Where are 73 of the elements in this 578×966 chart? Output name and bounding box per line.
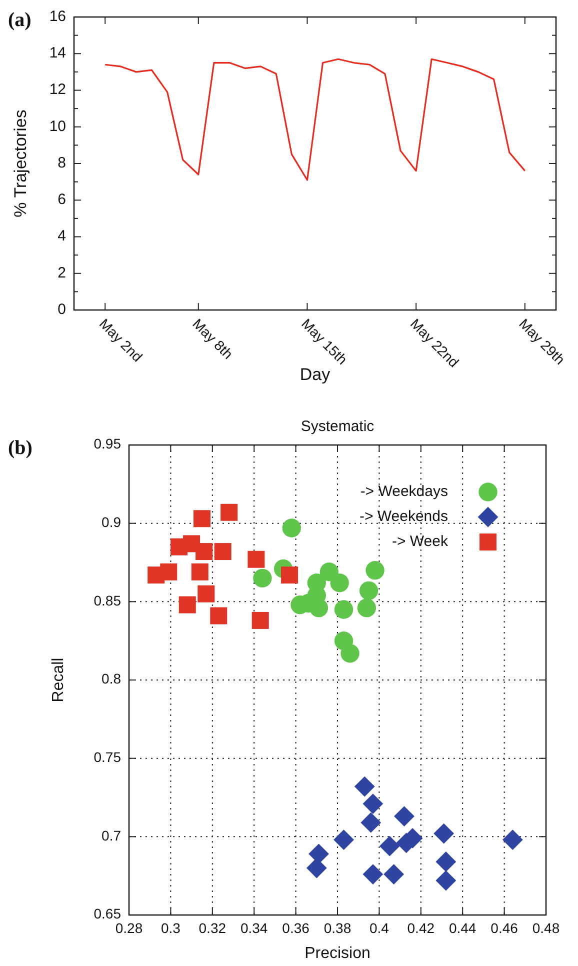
y-tick-label: 8 (58, 154, 66, 172)
legend-label: -> Weekdays (360, 482, 448, 500)
point (193, 510, 210, 528)
x-tick-label: 0.36 (282, 920, 310, 936)
text: (a) (8, 9, 32, 31)
point (178, 596, 196, 614)
y-tick-label: 0.8 (102, 670, 122, 687)
y-tick-label: 12 (49, 81, 66, 98)
point (282, 518, 301, 538)
point (354, 776, 375, 797)
x-tick-label: 0.38 (324, 920, 352, 936)
point (357, 598, 376, 618)
point (359, 581, 378, 600)
point (248, 550, 265, 568)
y-axis-title: Recall (50, 658, 67, 702)
chart-title: Systematic (300, 418, 375, 435)
point (502, 830, 523, 850)
y-tick-label: 4 (58, 228, 66, 245)
point (334, 830, 354, 850)
point (252, 612, 269, 629)
y-tick-label: 16 (49, 8, 66, 25)
point (362, 864, 384, 884)
x-tick-label: 0.34 (240, 920, 268, 936)
y-tick-label: 0.9 (102, 514, 122, 530)
x-axis-title: Day (300, 365, 331, 384)
point (160, 563, 178, 580)
point (434, 823, 454, 844)
y-tick-label: 10 (49, 118, 66, 135)
y-tick-label: 2 (58, 264, 66, 282)
point (253, 568, 272, 588)
point (309, 598, 328, 618)
x-tick-label: 0.3 (160, 920, 181, 936)
point (210, 607, 228, 624)
point (220, 504, 238, 521)
y-tick-label: 0.75 (94, 749, 122, 766)
x-tick-label: May 8th (190, 315, 236, 362)
point (214, 543, 232, 560)
point (191, 563, 208, 580)
line-series (104, 58, 526, 181)
x-axis-title: Precision (304, 945, 370, 962)
point (362, 794, 384, 814)
x-tick-label: 0.48 (532, 920, 560, 936)
point (366, 560, 384, 580)
y-axis-title: % Trajectories (11, 110, 30, 218)
y-tick-label: 0.95 (94, 436, 122, 452)
text: (b) (8, 437, 32, 459)
point (340, 644, 360, 663)
point (379, 836, 400, 856)
point (334, 600, 354, 619)
y-tick-label: 0 (58, 300, 66, 318)
x-tick-label: 0.42 (407, 920, 435, 936)
x-tick-label: 0.28 (115, 920, 143, 936)
y-tick-label: 6 (58, 191, 66, 208)
x-tick-label: 0.46 (490, 920, 518, 936)
x-tick-label: 0.44 (448, 920, 476, 936)
point (196, 543, 213, 560)
y-tick-label: 0.85 (94, 592, 122, 608)
x-tick-label: 0.4 (369, 920, 390, 936)
y-tick-label: 14 (49, 44, 66, 62)
point (394, 806, 414, 826)
y-tick-label: 0.65 (94, 906, 122, 922)
point (436, 870, 456, 891)
y-tick-label: 0.7 (102, 827, 122, 844)
point (384, 864, 404, 884)
point (281, 566, 298, 584)
point (436, 852, 456, 872)
x-tick-label: 0.32 (198, 920, 226, 936)
point (360, 812, 382, 833)
point (330, 574, 349, 592)
legend-label: -> Weekends (359, 508, 448, 525)
legend-label: -> Week (392, 532, 448, 550)
point (198, 585, 215, 602)
x-tick-label: May 2nd (96, 315, 146, 365)
